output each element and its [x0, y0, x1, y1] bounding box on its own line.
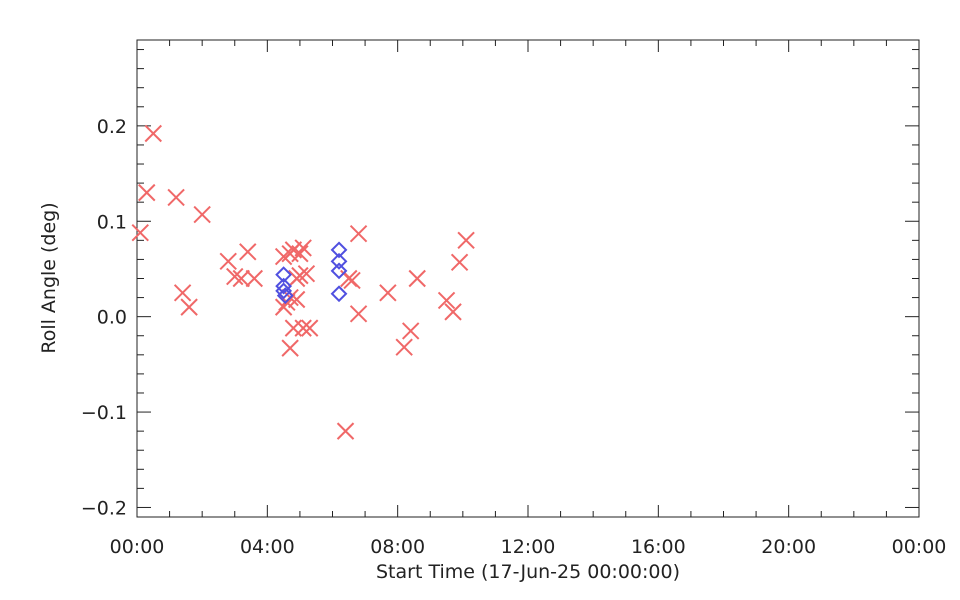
x-tick-label: 08:00	[370, 536, 425, 558]
x-marker	[131, 224, 149, 242]
x-tick-label: 20:00	[761, 536, 816, 558]
x-marker	[444, 303, 462, 321]
diamond-marker	[275, 266, 293, 284]
y-tick-label: 0.2	[97, 116, 127, 138]
x-marker	[274, 298, 293, 316]
x-marker	[294, 239, 312, 257]
x-tick-label: 04:00	[240, 536, 295, 558]
x-tick-label: 00:00	[110, 536, 165, 558]
axis-ticks	[136, 40, 920, 517]
diamond-marker	[275, 282, 293, 300]
x-marker	[457, 231, 475, 250]
x-marker	[274, 247, 293, 266]
diamond-marker	[330, 285, 348, 303]
x-marker	[180, 298, 198, 316]
diamond-marker	[330, 262, 348, 280]
x-tick-label: 12:00	[501, 536, 556, 558]
x-tick-label: 00:00	[892, 536, 947, 558]
x-marker	[408, 269, 426, 288]
x-marker	[239, 243, 257, 261]
x-marker	[437, 291, 456, 310]
x-marker	[336, 422, 355, 440]
x-marker	[379, 284, 397, 302]
diamond-marker	[275, 277, 293, 295]
x-marker	[291, 244, 309, 263]
x-marker	[349, 224, 368, 243]
x-marker	[245, 269, 264, 288]
x-marker	[144, 124, 162, 143]
x-marker	[193, 205, 211, 224]
y-tick-label: −0.2	[81, 497, 127, 519]
y-tick-label: 0.1	[97, 211, 127, 233]
x-marker	[138, 183, 156, 202]
x-marker	[300, 319, 319, 337]
x-tick-label: 16:00	[631, 536, 686, 558]
x-marker	[450, 253, 469, 271]
y-tick-label: −0.1	[81, 402, 127, 424]
x-axis-label: Start Time (17-Jun-25 00:00:00)	[376, 561, 680, 583]
x-marker	[281, 339, 299, 357]
diamond-marker	[276, 287, 294, 305]
x-marker	[232, 269, 250, 288]
x-marker	[284, 319, 303, 337]
x-marker	[219, 252, 237, 271]
x-marker	[349, 305, 368, 323]
tick-labels: 00:00 04:00 08:00 12:00 16:00 20:00 00:00 −0.2 −…	[81, 116, 947, 558]
x-marker	[294, 319, 312, 337]
x-marker	[395, 338, 413, 356]
diamond-marker	[330, 252, 348, 270]
x-marker	[226, 267, 244, 286]
x-marker	[173, 284, 192, 302]
x-marker	[167, 188, 185, 207]
x-marker	[297, 265, 316, 283]
y-tick-label: 0.0	[97, 307, 127, 329]
x-marker	[291, 266, 309, 285]
data-markers	[131, 124, 475, 440]
x-marker	[401, 322, 420, 340]
y-axis-label: Roll Angle (deg)	[38, 202, 60, 353]
x-marker	[343, 271, 361, 290]
diamond-marker	[330, 241, 348, 259]
